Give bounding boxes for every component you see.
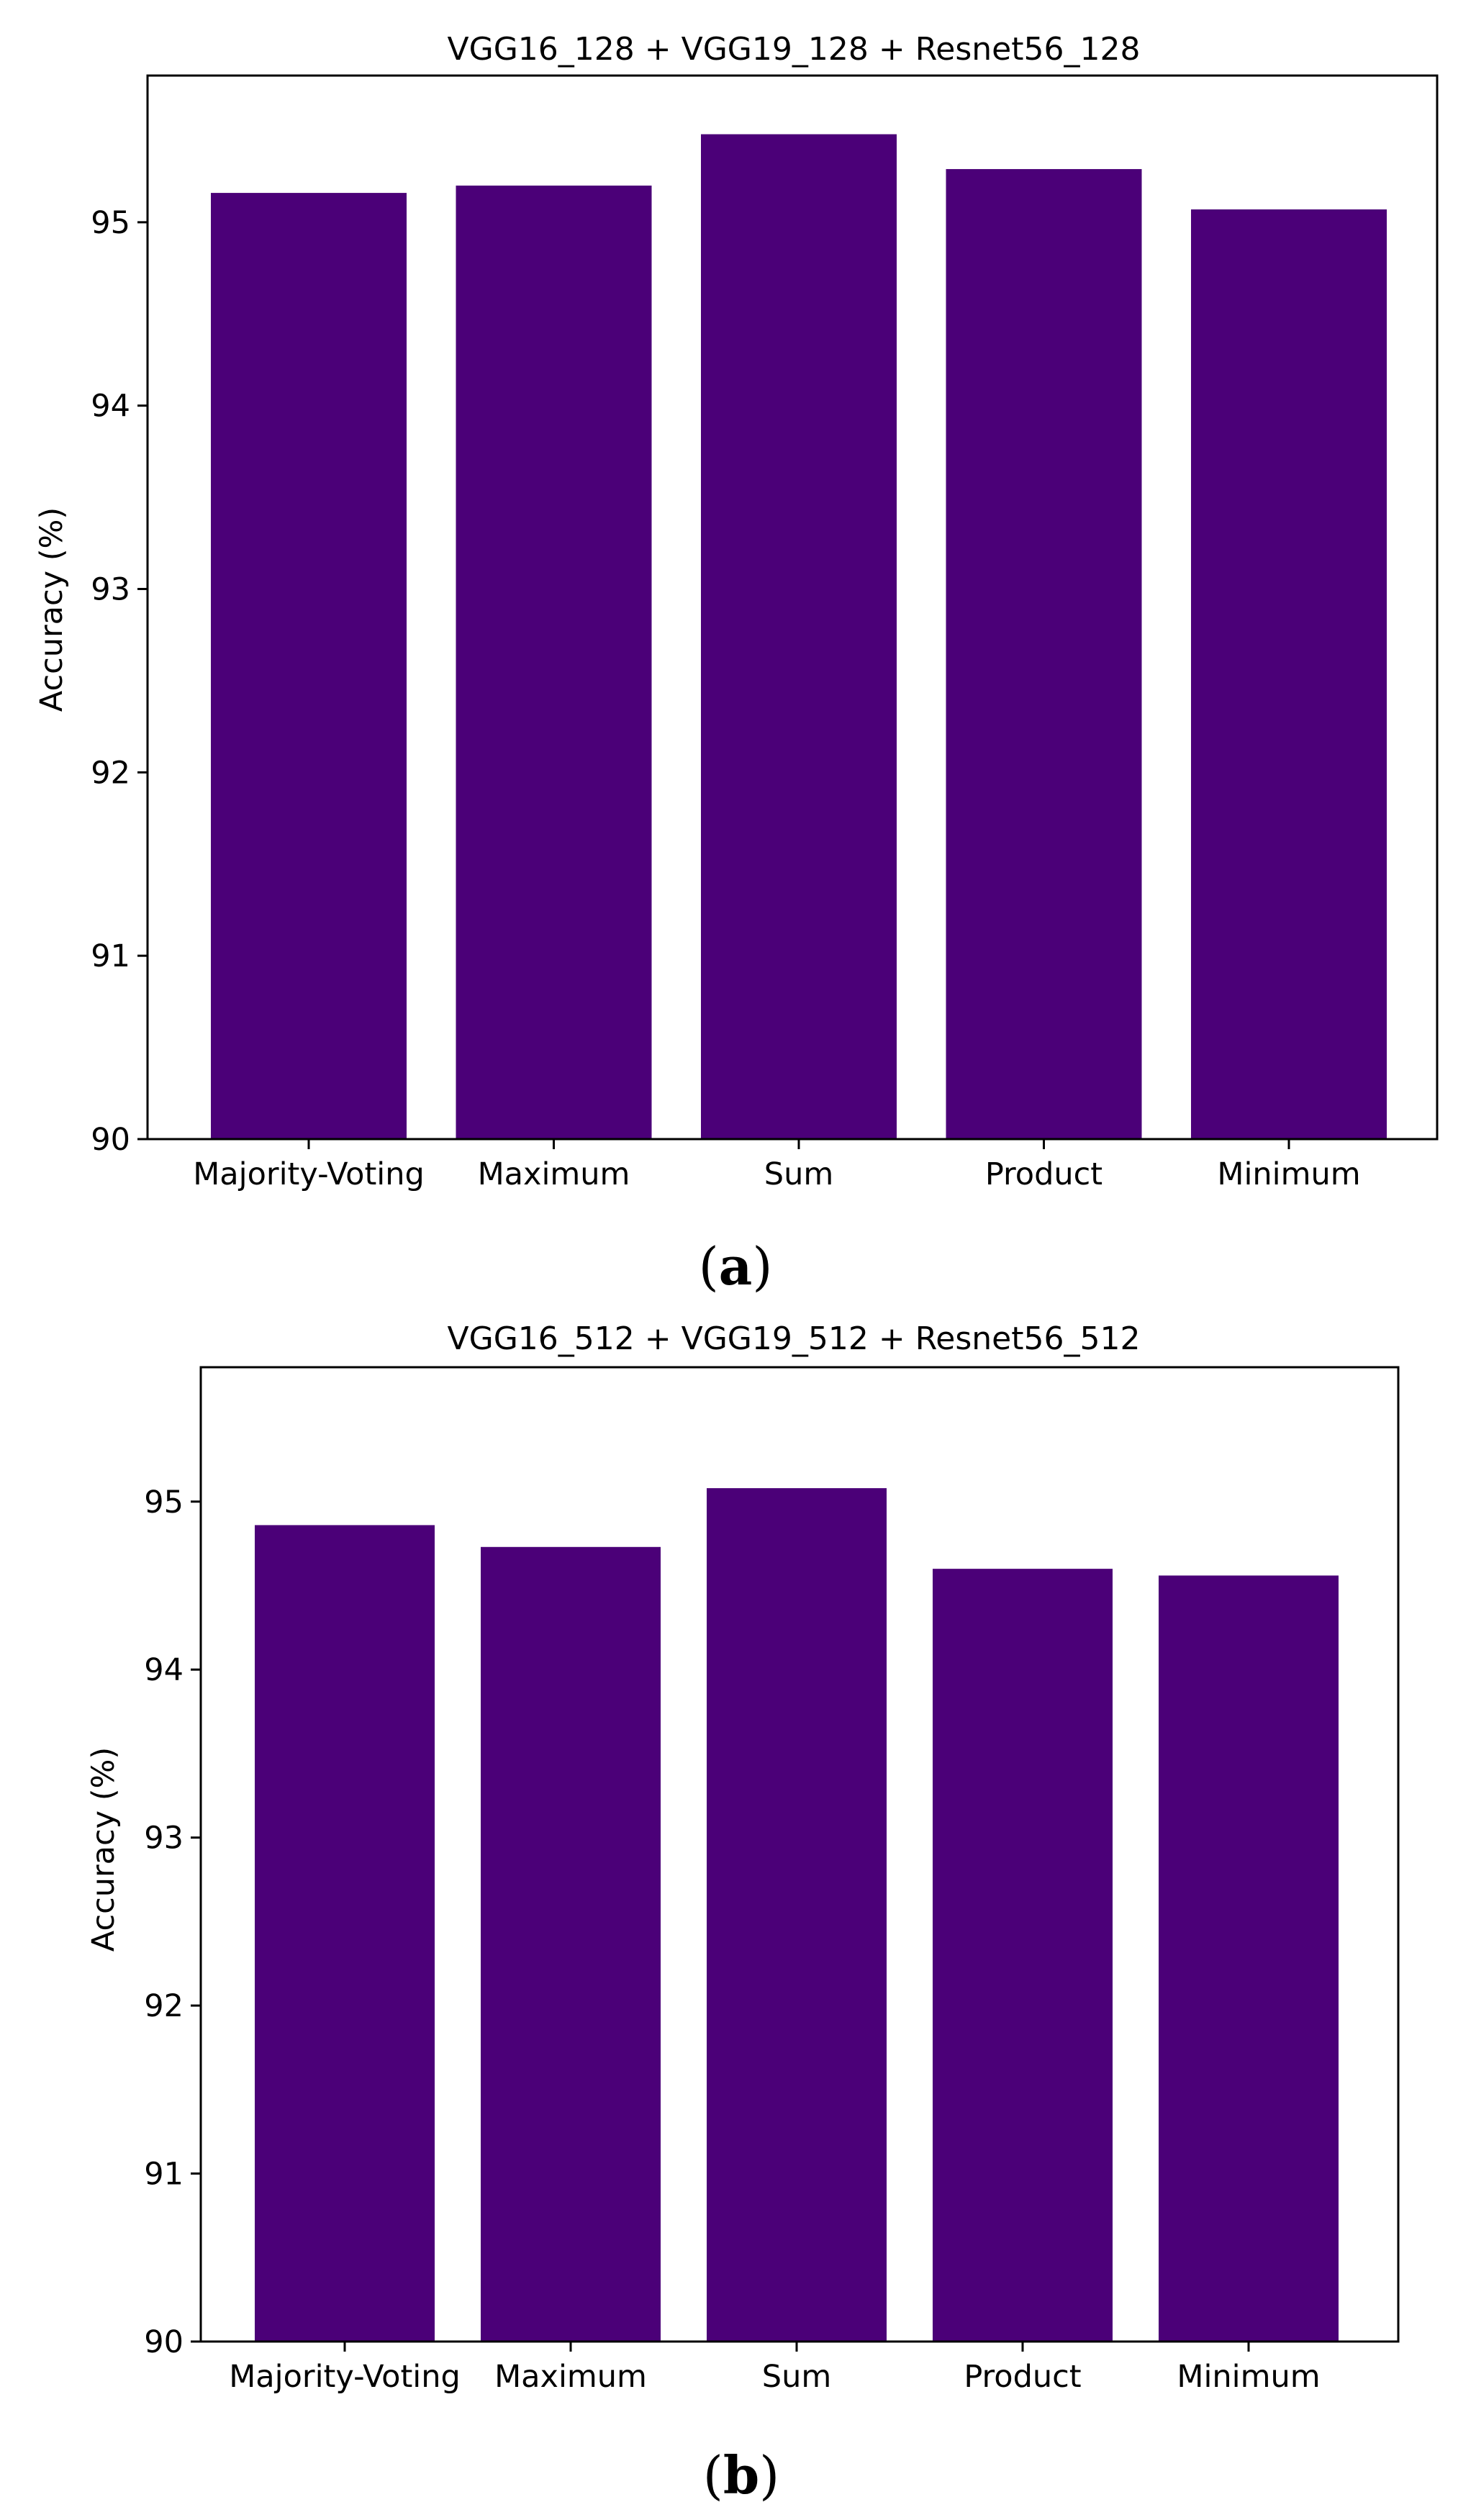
chart-b-yticks: 90 91 92 93 94 95 [144,1485,201,2360]
chart-a-panel-letter: a [719,1236,753,1297]
y-tick-label: 90 [144,2324,184,2360]
chart-b-bars [255,1488,1339,2342]
chart-a-panel-paren-close: ) [752,1236,772,1297]
y-tick-label: 93 [144,1821,184,1857]
y-tick-label: 92 [91,755,130,791]
bar-majority-voting [255,1525,435,2342]
chart-b-plot-frame [199,1366,1400,2343]
bar-maximum [456,185,652,1140]
y-tick-label: 95 [91,205,130,241]
chart-a-title: VGG16_128 + VGG19_128 + Resnet56_128 [448,31,1141,68]
chart-a-yticks: 90 91 92 93 94 95 [91,205,148,1158]
x-tick-label: Majority-Voting [229,2359,461,2395]
y-tick-label: 90 [91,1122,130,1158]
chart-a-bars [211,134,1387,1140]
chart-b-xticks: Majority-Voting Maximum Sum Product Minimum [229,2342,1321,2395]
chart-a-plot-frame [146,74,1439,1141]
x-tick-label: Majority-Voting [193,1156,425,1192]
x-tick-label: Sum [764,1156,833,1192]
y-tick-label: 91 [91,938,130,974]
x-tick-label: Maximum [494,2359,647,2395]
chart-b-panel-letter: b [723,2444,759,2506]
bar-minimum [1191,209,1387,1139]
bar-product [946,168,1142,1140]
y-tick-label: 94 [144,1652,184,1688]
bar-minimum [1159,1575,1339,2342]
y-tick-label: 91 [144,2157,184,2193]
chart-a-panel-label: (a) [699,1236,773,1297]
chart-a-xticks: Majority-Voting Maximum Sum Product Minimum [193,1139,1361,1192]
bar-majority-voting [211,193,407,1140]
y-tick-label: 92 [144,1988,184,2024]
y-tick-label: 94 [91,389,130,425]
bar-sum [701,134,897,1140]
x-tick-label: Product [964,2359,1081,2395]
x-tick-label: Minimum [1177,2359,1320,2395]
chart-b-ylabel: Accuracy (%) [86,1747,122,1952]
chart-b-panel-paren-close: ) [759,2445,779,2506]
x-tick-label: Minimum [1217,1156,1360,1192]
chart-a: VGG16_128 + VGG19_128 + Resnet56_128 Acc… [34,31,1439,1297]
y-tick-label: 95 [144,1485,184,1520]
x-tick-label: Sum [762,2359,831,2395]
y-tick-label: 93 [91,572,130,608]
chart-b-panel-paren-open: ( [703,2445,723,2506]
bar-product [933,1569,1113,2342]
x-tick-label: Maximum [478,1156,630,1192]
x-tick-label: Product [985,1156,1103,1192]
chart-a-panel-paren-open: ( [699,1236,719,1297]
chart-b-panel-label: (b) [703,2444,780,2506]
chart-a-ylabel: Accuracy (%) [34,507,70,712]
chart-b-title: VGG16_512 + VGG19_512 + Resnet56_512 [448,1320,1141,1357]
chart-b: VGG16_512 + VGG19_512 + Resnet56_512 Acc… [86,1320,1400,2506]
bar-maximum [481,1546,661,2342]
bar-sum [707,1488,887,2342]
